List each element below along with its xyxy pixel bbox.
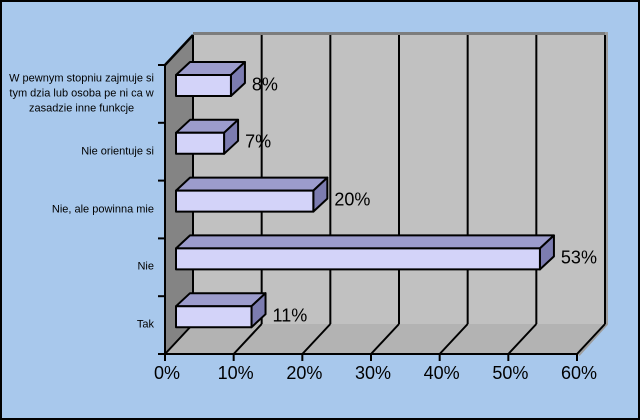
wall-top-left-edge	[164, 34, 194, 66]
bar-top-face	[175, 292, 267, 308]
bar-front-face	[175, 131, 226, 155]
gridline-floor	[576, 323, 606, 355]
gridline-floor	[232, 323, 263, 355]
wall-right-edge	[577, 32, 608, 357]
wall-top-edge	[193, 32, 608, 35]
gridline-floor	[507, 323, 538, 355]
bar-front-face	[175, 305, 253, 329]
gridline-floor	[438, 323, 469, 355]
gridline-floor	[301, 323, 332, 355]
bar-front-face	[175, 189, 315, 213]
bar-top-face	[175, 234, 555, 250]
bar-top-face	[175, 176, 329, 192]
bar-front-face	[175, 74, 232, 97]
gridline-floor	[164, 323, 194, 355]
gridline-floor	[370, 323, 400, 355]
bar-front-face	[175, 247, 541, 271]
